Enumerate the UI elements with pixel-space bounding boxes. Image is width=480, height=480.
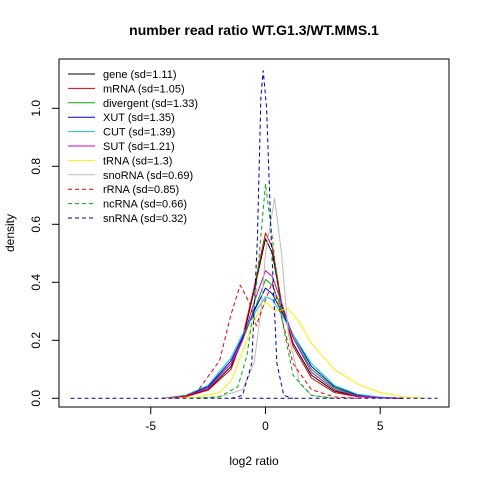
y-axis: 0.0 0.2 0.4 0.6 0.8 1.0: [29, 100, 59, 407]
x-axis: -5 0 5: [145, 407, 384, 433]
legend-label: rRNA (sd=0.85): [103, 184, 179, 196]
series-line: [162, 278, 404, 399]
x-tick-label: 0: [262, 419, 269, 433]
y-tick-label: 0.2: [29, 332, 43, 349]
y-tick-label: 0.0: [29, 390, 43, 407]
x-axis-label: log2 ratio: [229, 454, 279, 468]
x-tick-label: 5: [377, 419, 384, 433]
chart-title: number read ratio WT.G1.3/WT.MMS.1: [129, 22, 379, 38]
y-axis-label: density: [3, 214, 17, 252]
legend-label: gene (sd=1.11): [103, 69, 177, 81]
legend-label: ncRNA (sd=0.66): [103, 199, 187, 211]
series-line: [162, 232, 404, 399]
series-line: [162, 302, 427, 399]
series-line: [196, 183, 335, 399]
legend-label: snRNA (sd=0.32): [103, 213, 187, 225]
series-line: [173, 281, 358, 399]
series-line: [230, 70, 294, 399]
series-layer: [70, 70, 438, 399]
series-line: [162, 287, 404, 399]
plot-frame: [58, 58, 450, 408]
y-tick-label: 0.8: [29, 158, 43, 175]
series-line: [162, 270, 404, 399]
legend: gene (sd=1.11) mRNA (sd=1.05) divergent (s…: [68, 69, 198, 225]
legend-label: tRNA (sd=1.3): [103, 155, 172, 167]
series-line: [196, 197, 335, 399]
series-line: [162, 296, 404, 399]
y-tick-label: 0.4: [29, 274, 43, 291]
legend-label: CUT (sd=1.39): [103, 127, 175, 139]
legend-label: divergent (sd=1.33): [103, 98, 198, 110]
legend-label: snoRNA (sd=0.69): [103, 170, 193, 182]
y-tick-label: 1.0: [29, 100, 43, 117]
legend-label: mRNA (sd=1.05): [103, 83, 185, 95]
legend-label: SUT (sd=1.21): [103, 141, 175, 153]
x-tick-label: -5: [145, 419, 156, 433]
legend-label: XUT (sd=1.35): [103, 112, 175, 124]
y-tick-label: 0.6: [29, 216, 43, 233]
